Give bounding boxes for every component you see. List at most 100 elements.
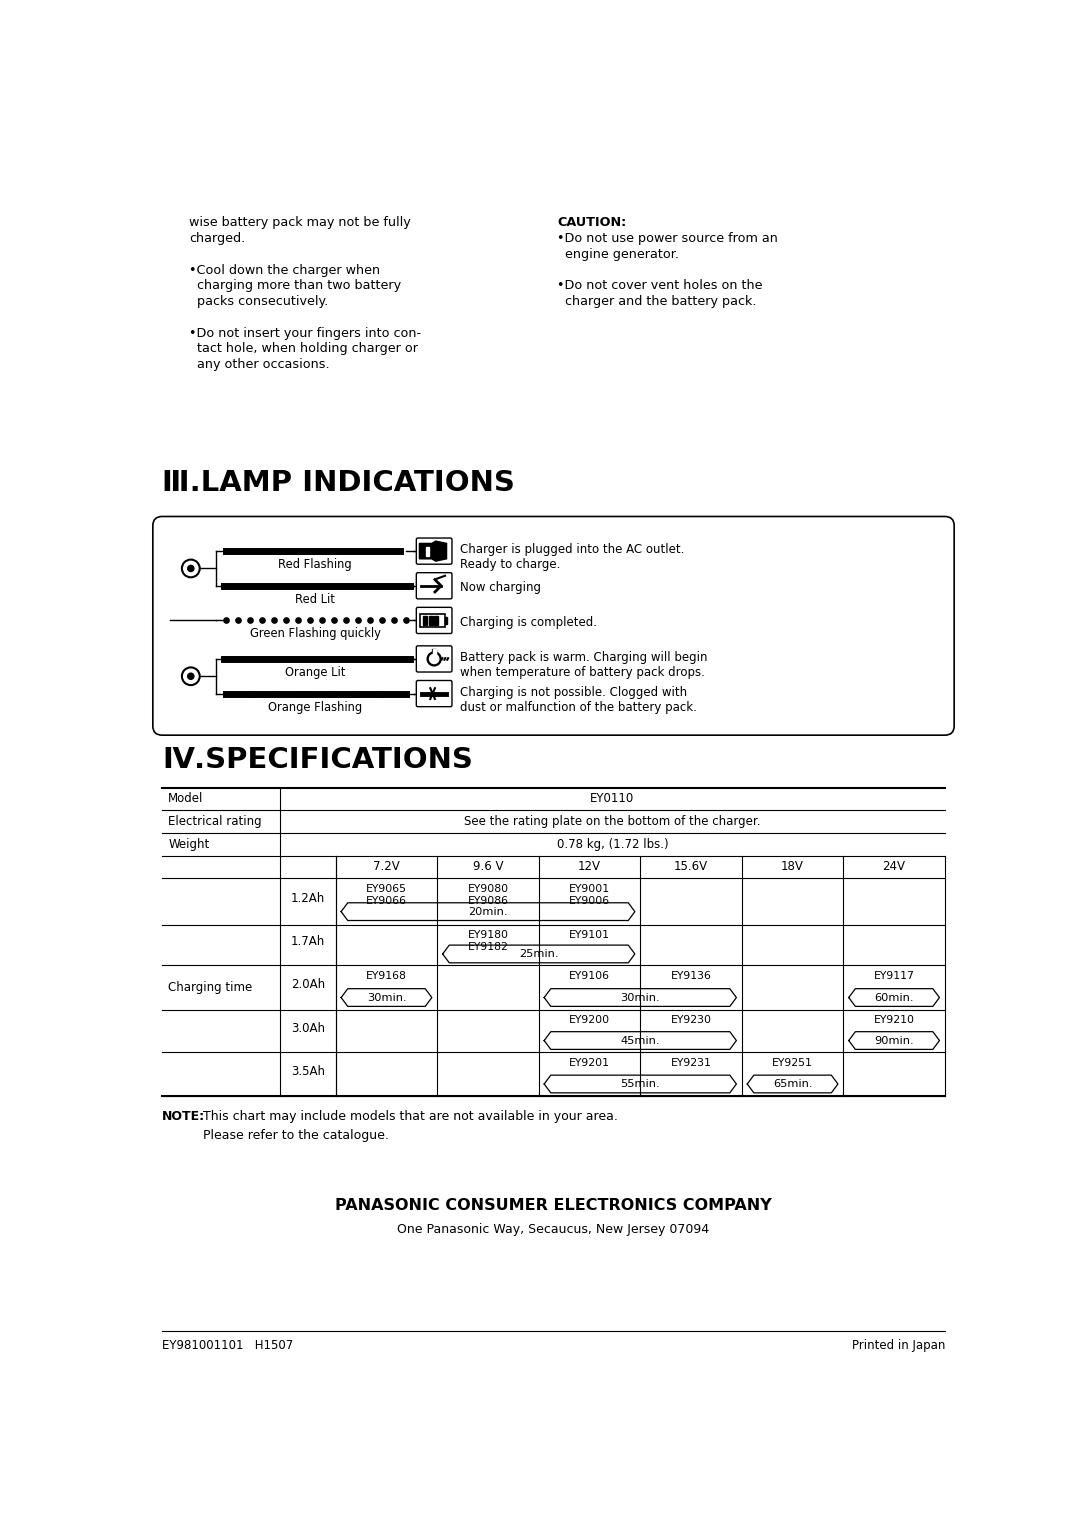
Text: EY9210: EY9210: [874, 1016, 915, 1025]
Polygon shape: [445, 617, 447, 624]
Text: Battery pack is warm. Charging will begin: Battery pack is warm. Charging will begi…: [460, 651, 707, 665]
Text: Weight: Weight: [168, 838, 210, 850]
Text: packs consecutively.: packs consecutively.: [189, 296, 328, 308]
Text: Ⅲ.LAMP INDICATIONS: Ⅲ.LAMP INDICATIONS: [162, 469, 515, 496]
Text: Ready to charge.: Ready to charge.: [460, 558, 561, 571]
Text: dust or malfunction of the battery pack.: dust or malfunction of the battery pack.: [460, 700, 697, 714]
Text: EY9200: EY9200: [569, 1016, 610, 1025]
Text: EY9001: EY9001: [569, 884, 610, 893]
Text: 30min.: 30min.: [621, 993, 660, 1002]
Text: 1.2Ah: 1.2Ah: [291, 892, 325, 905]
Circle shape: [428, 653, 441, 666]
Polygon shape: [432, 650, 436, 659]
Text: EY9168: EY9168: [366, 971, 407, 980]
Text: This chart may include models that are not available in your area.: This chart may include models that are n…: [203, 1111, 618, 1123]
Text: 2.0Ah: 2.0Ah: [291, 977, 325, 991]
Text: EY9080: EY9080: [468, 884, 509, 893]
Text: Orange Lit: Orange Lit: [285, 666, 346, 679]
Text: EY9182: EY9182: [468, 942, 509, 953]
Polygon shape: [434, 616, 438, 625]
Text: EY9117: EY9117: [874, 971, 915, 980]
Text: Model: Model: [168, 792, 204, 806]
Polygon shape: [426, 547, 429, 556]
Text: 7.2V: 7.2V: [373, 861, 400, 873]
Text: Electrical rating: Electrical rating: [168, 815, 262, 827]
Text: 30min.: 30min.: [367, 993, 406, 1002]
FancyBboxPatch shape: [153, 516, 954, 735]
Text: Now charging: Now charging: [460, 581, 541, 594]
Text: EY9251: EY9251: [772, 1057, 813, 1068]
Polygon shape: [419, 541, 446, 561]
Text: 25min.: 25min.: [519, 948, 558, 959]
Text: One Panasonic Way, Secaucus, New Jersey 07094: One Panasonic Way, Secaucus, New Jersey …: [397, 1223, 710, 1236]
Text: 90min.: 90min.: [875, 1036, 914, 1045]
Text: 12V: 12V: [578, 861, 602, 873]
Text: Charging time: Charging time: [168, 980, 253, 994]
Text: See the rating plate on the bottom of the charger.: See the rating plate on the bottom of th…: [464, 815, 760, 827]
FancyBboxPatch shape: [420, 613, 445, 628]
Text: 9.6 V: 9.6 V: [473, 861, 503, 873]
Text: charged.: charged.: [189, 231, 245, 245]
FancyBboxPatch shape: [416, 607, 451, 634]
Text: •Do not use power source from an: •Do not use power source from an: [557, 231, 779, 245]
Text: 20min.: 20min.: [469, 907, 508, 916]
Text: EY9201: EY9201: [569, 1057, 610, 1068]
Text: 3.0Ah: 3.0Ah: [291, 1022, 325, 1034]
Text: Charging is not possible. Clogged with: Charging is not possible. Clogged with: [460, 686, 687, 699]
Text: EY9180: EY9180: [468, 930, 509, 941]
Polygon shape: [429, 616, 433, 625]
FancyBboxPatch shape: [416, 647, 451, 673]
Text: Red Lit: Red Lit: [295, 593, 335, 605]
Text: PANASONIC CONSUMER ELECTRONICS COMPANY: PANASONIC CONSUMER ELECTRONICS COMPANY: [335, 1198, 772, 1213]
Text: EY9231: EY9231: [671, 1057, 712, 1068]
Text: EY981001101   H1507: EY981001101 H1507: [162, 1339, 294, 1351]
Text: charging more than two battery: charging more than two battery: [189, 279, 402, 293]
Text: 60min.: 60min.: [875, 993, 914, 1002]
Text: Red Flashing: Red Flashing: [279, 558, 352, 571]
Text: 45min.: 45min.: [621, 1036, 660, 1045]
Polygon shape: [423, 616, 428, 625]
Text: NOTE:: NOTE:: [162, 1111, 205, 1123]
FancyBboxPatch shape: [416, 680, 451, 706]
Text: engine generator.: engine generator.: [557, 248, 679, 260]
Text: EY9230: EY9230: [671, 1016, 712, 1025]
Text: •Do not cover vent holes on the: •Do not cover vent holes on the: [557, 279, 762, 293]
Circle shape: [430, 654, 438, 663]
Text: EY0110: EY0110: [591, 792, 635, 806]
Text: EY9101: EY9101: [569, 930, 610, 941]
Text: 24V: 24V: [882, 861, 906, 873]
Text: Charging is completed.: Charging is completed.: [460, 616, 597, 628]
Text: wise battery pack may not be fully: wise battery pack may not be fully: [189, 216, 411, 230]
Text: when temperature of battery pack drops.: when temperature of battery pack drops.: [460, 666, 704, 679]
Text: •Cool down the charger when: •Cool down the charger when: [189, 264, 380, 277]
Text: CAUTION:: CAUTION:: [557, 216, 626, 230]
Text: Printed in Japan: Printed in Japan: [851, 1339, 945, 1351]
Text: Ⅳ.SPECIFICATIONS: Ⅳ.SPECIFICATIONS: [162, 746, 473, 774]
Text: 3.5Ah: 3.5Ah: [291, 1065, 325, 1079]
Text: EY9086: EY9086: [468, 896, 509, 905]
Text: 15.6V: 15.6V: [674, 861, 708, 873]
Text: 65min.: 65min.: [773, 1079, 812, 1089]
Polygon shape: [433, 650, 435, 659]
Text: •Do not insert your fingers into con-: •Do not insert your fingers into con-: [189, 326, 421, 340]
Text: EY9006: EY9006: [569, 896, 610, 905]
Text: 0.78 kg, (1.72 lbs.): 0.78 kg, (1.72 lbs.): [556, 838, 669, 850]
Text: Charger is plugged into the AC outlet.: Charger is plugged into the AC outlet.: [460, 544, 684, 556]
Text: any other occasions.: any other occasions.: [189, 358, 329, 371]
Text: EY9065: EY9065: [366, 884, 407, 893]
Circle shape: [188, 673, 194, 679]
Text: 1.7Ah: 1.7Ah: [291, 936, 325, 948]
FancyBboxPatch shape: [416, 538, 451, 564]
Text: 18V: 18V: [781, 861, 804, 873]
FancyBboxPatch shape: [416, 573, 451, 599]
Circle shape: [188, 565, 194, 571]
Text: EY9066: EY9066: [366, 896, 407, 905]
Text: EY9136: EY9136: [671, 971, 712, 980]
Text: 55min.: 55min.: [621, 1079, 660, 1089]
Text: Green Flashing quickly: Green Flashing quickly: [249, 628, 380, 640]
Text: Please refer to the catalogue.: Please refer to the catalogue.: [203, 1129, 389, 1141]
Text: Orange Flashing: Orange Flashing: [268, 700, 362, 714]
Text: EY9106: EY9106: [569, 971, 610, 980]
Text: charger and the battery pack.: charger and the battery pack.: [557, 296, 757, 308]
Text: tact hole, when holding charger or: tact hole, when holding charger or: [189, 343, 418, 355]
